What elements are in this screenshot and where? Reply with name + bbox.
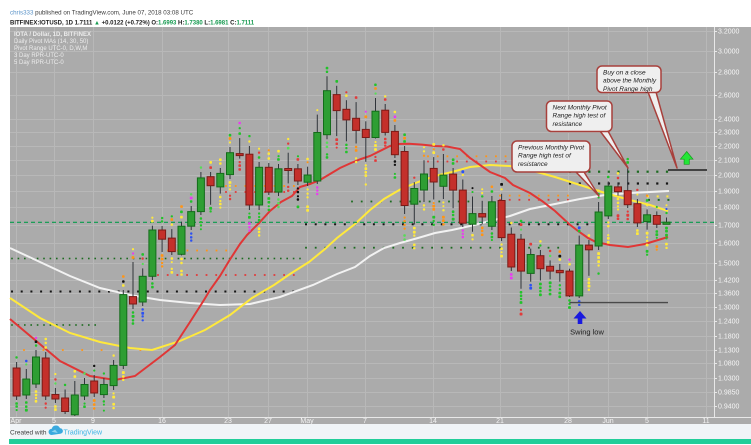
svg-text:3.2000: 3.2000 bbox=[718, 29, 740, 36]
svg-text:28: 28 bbox=[564, 418, 572, 425]
svg-text:2.2000: 2.2000 bbox=[718, 144, 740, 151]
svg-text:Buy on a close: Buy on a close bbox=[603, 70, 646, 77]
svg-text:1.4200: 1.4200 bbox=[718, 278, 740, 285]
svg-text:Previous Monthly Pivot: Previous Monthly Pivot bbox=[518, 145, 585, 152]
svg-text:Range high test of: Range high test of bbox=[518, 153, 572, 160]
svg-text:2.3000: 2.3000 bbox=[718, 130, 740, 137]
svg-text:1.0300: 1.0300 bbox=[718, 376, 740, 383]
svg-text:27: 27 bbox=[264, 418, 272, 425]
svg-text:1.7000: 1.7000 bbox=[718, 223, 740, 230]
svg-text:21: 21 bbox=[496, 418, 504, 425]
svg-text:Jun: Jun bbox=[602, 418, 613, 425]
svg-text:Swing low: Swing low bbox=[570, 328, 604, 337]
svg-text:14: 14 bbox=[429, 418, 437, 425]
svg-text:Apr: Apr bbox=[11, 418, 23, 425]
svg-text:1.3000: 1.3000 bbox=[718, 305, 740, 312]
svg-text:above the Monthly: above the Monthly bbox=[603, 78, 657, 85]
svg-text:2.4000: 2.4000 bbox=[718, 117, 740, 124]
svg-text:Daily Pivot MAs (14, 30, 50): Daily Pivot MAs (14, 30, 50) bbox=[14, 39, 88, 45]
svg-text:May: May bbox=[300, 418, 314, 425]
svg-text:2.0000: 2.0000 bbox=[718, 173, 740, 180]
svg-text:Pivot Range UTC-0, D,W,M: Pivot Range UTC-0, D,W,M bbox=[14, 46, 87, 52]
svg-text:2.8000: 2.8000 bbox=[718, 70, 740, 77]
svg-text:9: 9 bbox=[91, 418, 95, 425]
svg-text:16: 16 bbox=[158, 418, 166, 425]
svg-text:resistance: resistance bbox=[518, 161, 548, 168]
svg-text:5: 5 bbox=[52, 418, 56, 425]
svg-text:5: 5 bbox=[645, 418, 649, 425]
svg-text:Created with: Created with bbox=[10, 430, 47, 437]
svg-text:resistance: resistance bbox=[553, 121, 583, 128]
svg-text:Next Monthly Pivot: Next Monthly Pivot bbox=[553, 105, 608, 112]
svg-text:5 Day RPR-UTC-0: 5 Day RPR-UTC-0 bbox=[14, 60, 64, 66]
svg-text:11: 11 bbox=[702, 418, 709, 425]
svg-text:BITFINEX:IOTUSD, 1D 1.7111 ▲ +: BITFINEX:IOTUSD, 1D 1.7111 ▲ +0.0122 (+0… bbox=[10, 21, 255, 27]
svg-text:chris333 published on TradingV: chris333 published on TradingView.com, J… bbox=[10, 10, 194, 17]
svg-text:1.1800: 1.1800 bbox=[718, 334, 740, 341]
svg-text:IOTA / Dollar, 1D, BITFINEX: IOTA / Dollar, 1D, BITFINEX bbox=[14, 32, 91, 38]
svg-text:1.3600: 1.3600 bbox=[718, 291, 740, 298]
svg-text:TradingView: TradingView bbox=[64, 430, 103, 437]
svg-text:1.9000: 1.9000 bbox=[718, 189, 740, 196]
svg-text:2.1000: 2.1000 bbox=[718, 158, 740, 165]
svg-text:1.8000: 1.8000 bbox=[718, 205, 740, 212]
svg-text:1.2400: 1.2400 bbox=[718, 319, 740, 326]
svg-text:3 Day RPR-UTC-0: 3 Day RPR-UTC-0 bbox=[14, 53, 64, 59]
svg-text:0.9850: 0.9850 bbox=[718, 390, 740, 397]
svg-text:1.6000: 1.6000 bbox=[718, 241, 740, 248]
svg-text:23: 23 bbox=[224, 418, 232, 425]
svg-text:2.6000: 2.6000 bbox=[718, 93, 740, 100]
svg-text:Pivot Range high: Pivot Range high bbox=[603, 86, 653, 93]
svg-text:7: 7 bbox=[363, 418, 367, 425]
svg-text:1.5000: 1.5000 bbox=[718, 261, 740, 268]
svg-text:3.0000: 3.0000 bbox=[718, 49, 740, 56]
svg-text:1.1300: 1.1300 bbox=[718, 348, 740, 355]
svg-text:0.9400: 0.9400 bbox=[718, 404, 740, 411]
svg-text:Range high test of: Range high test of bbox=[553, 113, 607, 120]
svg-text:1.0800: 1.0800 bbox=[718, 361, 740, 368]
